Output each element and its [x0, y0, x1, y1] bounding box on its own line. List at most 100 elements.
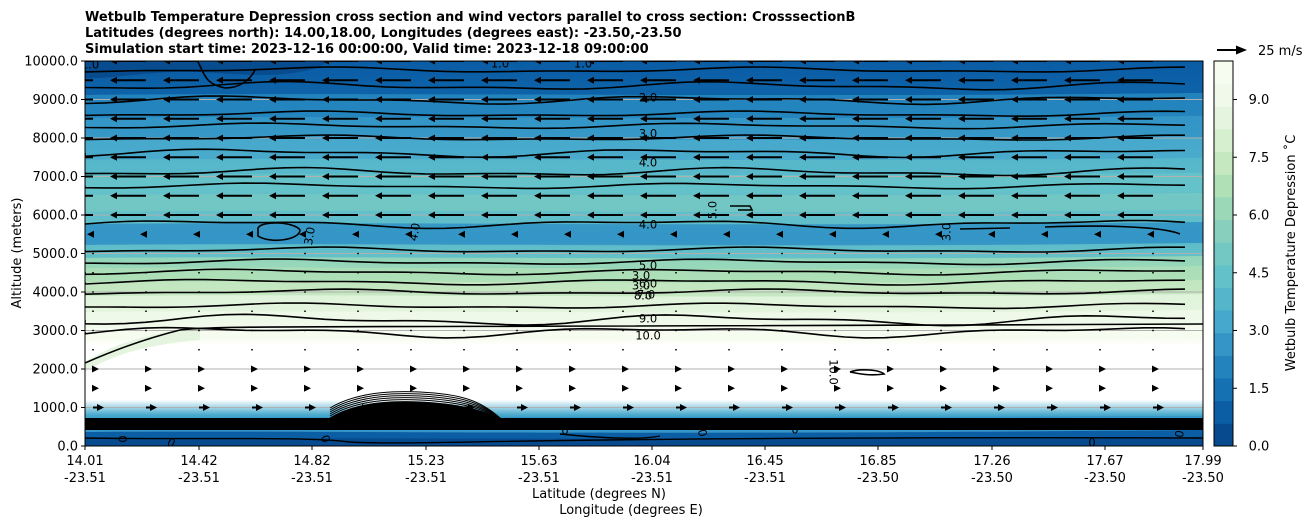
wind-vector	[1099, 329, 1101, 332]
wind-vector	[357, 329, 359, 332]
wind-vector	[993, 365, 1000, 373]
wind-vector	[781, 365, 788, 373]
wind-vector-head	[163, 61, 170, 65]
wind-vector	[676, 404, 687, 411]
wind-vector	[834, 271, 836, 274]
wind-vector-head	[534, 173, 541, 180]
wind-vector-head	[693, 61, 700, 65]
wind-vector	[246, 230, 253, 238]
wind-vector	[269, 173, 305, 180]
wind-vector-head	[375, 173, 382, 180]
contour-line	[85, 110, 1186, 118]
wind-vector-head	[829, 230, 836, 238]
wind-vector	[799, 211, 835, 219]
wind-vector	[622, 310, 624, 313]
wind-vector	[357, 348, 359, 351]
wind-vector	[463, 329, 465, 332]
wind-vector	[534, 61, 570, 65]
wind-vector-head	[269, 76, 276, 84]
y-tick-label: 10000.0	[24, 55, 78, 70]
wind-vector	[746, 76, 782, 84]
wind-vector	[941, 404, 952, 411]
wind-vector-head	[481, 76, 488, 84]
wind-vector-head	[799, 153, 806, 161]
wind-vector-head	[746, 211, 753, 219]
wind-vector	[587, 96, 623, 103]
wind-vector	[746, 96, 782, 103]
wind-vector-head	[1064, 173, 1071, 180]
wind-vector	[534, 173, 570, 180]
wind-vector	[1117, 76, 1153, 84]
wind-vector-head	[1099, 384, 1106, 392]
wind-vector	[1011, 211, 1047, 219]
contour-line	[85, 302, 1186, 310]
wind-vector-head	[1117, 153, 1124, 161]
colorbar-frame	[1213, 60, 1234, 447]
wind-vector-head	[110, 115, 117, 123]
x-tick-label-lat: 17.99	[1184, 454, 1221, 469]
wind-vector	[852, 115, 888, 123]
wind-vector	[357, 271, 359, 274]
wind-vector	[269, 96, 305, 103]
wind-vector	[269, 211, 305, 219]
wind-vector	[728, 252, 730, 255]
contour-line	[85, 122, 1186, 130]
contour-line	[85, 80, 1186, 91]
wind-vector-head	[1117, 76, 1124, 84]
wind-vector	[534, 96, 570, 103]
contour-label: 0	[1088, 436, 1095, 450]
contour-line	[329, 393, 501, 419]
field-band	[85, 138, 1203, 161]
wind-vector-head	[216, 115, 223, 123]
wind-vector	[587, 134, 623, 142]
field-band	[85, 116, 1203, 141]
y-tick-label: 0.0	[57, 440, 78, 455]
contour-line	[329, 395, 501, 419]
wind-vector	[993, 329, 995, 332]
wind-vector	[269, 115, 305, 123]
wind-vector	[463, 348, 465, 351]
wind-vector	[304, 365, 311, 373]
wind-vector	[193, 230, 200, 238]
wind-vector-head	[587, 115, 594, 123]
wind-vector	[92, 329, 94, 332]
wind-vector-head	[693, 96, 700, 103]
contour-label: 1.0	[574, 57, 592, 71]
wind-vector	[905, 96, 941, 103]
wind-vector	[675, 348, 677, 351]
wind-vector	[1046, 348, 1048, 351]
wind-vector-head	[57, 115, 64, 122]
wind-vector-head	[746, 192, 753, 200]
wind-vector	[352, 230, 359, 238]
wind-vector-head	[269, 115, 276, 123]
contour-line	[85, 437, 1203, 444]
wind-vector	[145, 310, 147, 313]
wind-vector	[570, 404, 581, 411]
wind-vector-head	[468, 404, 475, 411]
contour-line	[85, 278, 1186, 286]
wind-vector	[993, 348, 995, 351]
wind-vector	[481, 61, 517, 65]
colorbar-segment	[1214, 287, 1233, 311]
wind-vector	[304, 291, 306, 293]
contour-label: 9.0	[639, 312, 657, 326]
wind-vector-head	[216, 76, 223, 84]
y-axis: 0.0 1000.0 2000.0 3000.0 4000.0 5000.0 6000.0 7…	[24, 55, 85, 455]
field-band	[85, 437, 1203, 446]
wind-vector	[145, 252, 147, 255]
colorbar-segment	[1214, 378, 1233, 402]
contour-line	[85, 258, 1186, 266]
contour-line	[85, 323, 1203, 364]
wind-vector-head	[1094, 230, 1101, 238]
wind-vector	[1064, 211, 1100, 219]
wind-vector	[375, 134, 411, 142]
y-tick-label: 6000.0	[33, 209, 79, 224]
wind-vector	[746, 61, 782, 65]
wind-vector-head	[799, 134, 806, 142]
wind-vector-head	[110, 61, 117, 65]
wind-vector-head	[269, 153, 276, 161]
wind-vector-head	[1064, 192, 1071, 200]
wind-vector	[1099, 348, 1101, 351]
wind-vector	[905, 134, 941, 142]
wind-vector-head	[958, 153, 965, 161]
